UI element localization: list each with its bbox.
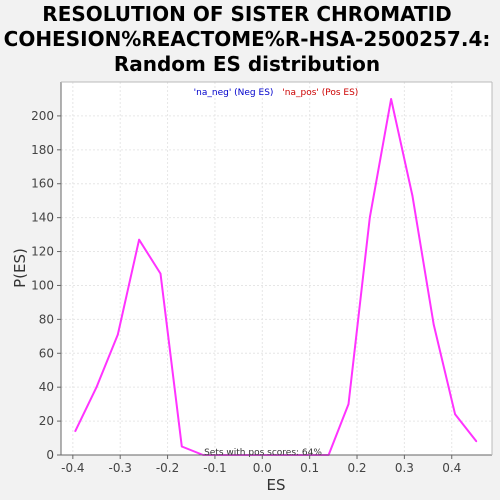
x-axis-label: ES	[267, 476, 286, 494]
chart-title-line-1: RESOLUTION OF SISTER CHROMATID	[42, 2, 451, 26]
series-point	[74, 430, 76, 433]
x-tick-label: -0.3	[108, 461, 131, 475]
series-point	[454, 413, 456, 416]
y-tick-label: 180	[31, 143, 54, 157]
y-axis-label: P(ES)	[11, 248, 29, 288]
x-tick-label: -0.1	[203, 461, 226, 475]
plot-area	[61, 82, 492, 455]
chart-title-line-2: COHESION%REACTOME%R-HSA-2500257.4:	[4, 27, 491, 51]
x-tick-label: 0.0	[253, 461, 272, 475]
series-point	[432, 323, 435, 326]
x-tick-label: 0.4	[442, 461, 461, 475]
chart-title-line-3: Random ES distribution	[114, 52, 380, 76]
y-tick-label: 80	[39, 312, 54, 326]
y-tick-label: 60	[39, 346, 54, 360]
x-tick-label: 0.3	[395, 461, 414, 475]
x-tick-label: -0.4	[61, 461, 84, 475]
annotation-pos-scores: Sets with pos scores: 64%	[204, 448, 322, 458]
y-tick-label: 40	[39, 380, 54, 394]
y-tick-label: 20	[39, 414, 54, 428]
x-tick-label: 0.1	[300, 461, 319, 475]
y-tick-label: 160	[31, 177, 54, 191]
chart-title: RESOLUTION OF SISTER CHROMATID COHESION%…	[4, 2, 491, 76]
y-tick-label: 0	[46, 448, 54, 462]
series-point	[347, 403, 350, 405]
legend-entry-neg: 'na_neg' (Neg ES)	[194, 88, 274, 98]
y-tick-label: 100	[31, 278, 54, 292]
series-point	[159, 272, 162, 275]
x-tick-label: 0.2	[347, 461, 366, 475]
axes	[60, 81, 493, 456]
y-tick-label: 140	[31, 211, 54, 225]
y-axis-ticks: 0 20 40 60 80 100 120 140 160 180 200	[31, 109, 61, 462]
series-point	[411, 194, 414, 197]
series-point	[390, 98, 392, 100]
x-axis-ticks: -0.4 -0.3 -0.2 -0.1 0.0 0.1 0.2 0.3 0.4	[61, 455, 461, 475]
y-tick-label: 120	[31, 245, 54, 259]
series-point	[181, 445, 183, 448]
legend: 'na_neg' (Neg ES) 'na_pos' (Pos ES)	[194, 88, 359, 98]
series-point	[95, 386, 98, 389]
series-point	[369, 216, 371, 219]
series-point	[138, 238, 140, 241]
series-point	[117, 333, 119, 336]
x-tick-label: -0.2	[156, 461, 179, 475]
series-point	[475, 440, 478, 443]
y-tick-label: 200	[31, 109, 54, 123]
legend-entry-pos: 'na_pos' (Pos ES)	[282, 88, 358, 98]
